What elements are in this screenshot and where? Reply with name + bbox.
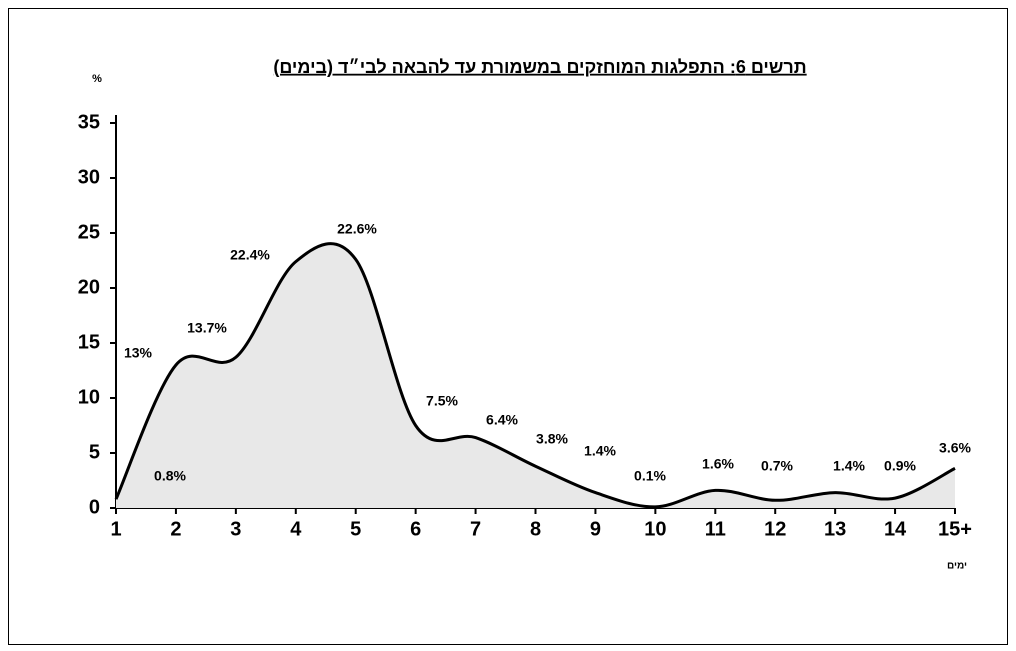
x-tick-label: 13 [824,518,846,540]
x-tick-label: 14 [884,518,907,540]
value-label: 22.6% [337,221,377,237]
x-tick-label: 4 [290,518,302,540]
y-tick-label: 0 [89,496,100,518]
value-label: 0.7% [761,458,793,474]
value-label: 7.5% [426,393,458,409]
value-label: 0.8% [154,468,186,484]
x-tick-label: 11 [705,518,726,540]
y-tick-label: 30 [78,166,100,188]
value-label: 1.4% [833,458,865,474]
value-label: 3.8% [536,431,568,447]
chart-title: תרשים 6: התפלגות המוחזקים במשמורת עד להב… [273,57,806,77]
frame [8,8,1008,645]
x-tick-label: 6 [410,518,421,540]
value-label: 0.9% [884,458,916,474]
x-tick-label: 8 [530,518,541,540]
value-label: 0.1% [634,468,666,484]
y-tick-label: 10 [78,386,100,408]
x-tick-label: 7 [470,518,481,540]
value-label: 1.6% [702,456,734,472]
y-tick-label: 35 [78,111,100,133]
x-tick-label: 15+ [938,518,972,540]
x-tick-label: 9 [590,518,601,540]
y-tick-label: 20 [78,276,100,298]
x-axis-label: ימים [947,561,967,572]
x-tick-label: 2 [170,518,181,540]
value-label: 6.4% [486,412,518,428]
y-tick-label: 5 [89,441,100,463]
y-tick-label: 25 [78,221,100,243]
x-tick-label: 5 [350,518,361,540]
x-tick-label: 12 [764,518,786,540]
line [114,242,956,509]
value-label: 22.4% [230,247,270,263]
y-tick-label: 15 [78,331,100,353]
x-tick-label: 3 [230,518,241,540]
area [116,243,955,508]
y-axis-label: % [92,73,102,85]
x-tick-label: 10 [644,518,666,540]
value-label: 1.4% [584,443,616,459]
value-label: 13% [124,345,153,361]
value-label: 3.6% [939,440,971,456]
x-tick-label: 1 [110,518,121,540]
value-label: 13.7% [187,320,227,336]
